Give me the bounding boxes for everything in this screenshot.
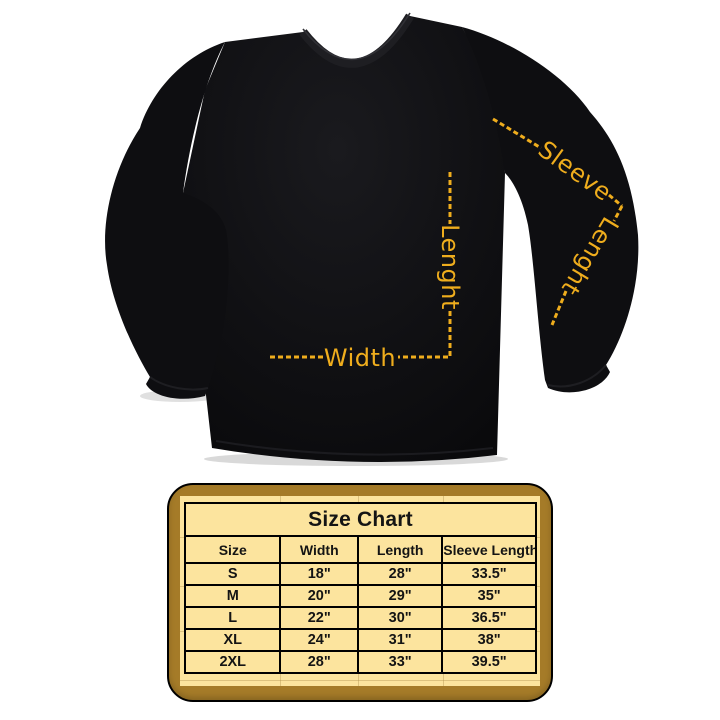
length-label: Lenght [436, 224, 464, 310]
column-header-length: Length [357, 535, 444, 564]
sleeve-length-annotation-line [550, 205, 624, 326]
sleeve-length-cell: 33.5" [441, 562, 537, 586]
length-cell: 28" [357, 562, 444, 586]
length-cell: 30" [357, 606, 444, 630]
size-chart-title-row: Size Chart [184, 502, 537, 537]
width-cell: 28" [279, 650, 360, 674]
hem-seam [215, 440, 494, 456]
shirt-graphic: Lenght Width Sleeve Lenght [105, 12, 639, 466]
shirt-collar [299, 13, 414, 68]
width-label: Width [324, 344, 396, 372]
width-cell: 24" [279, 628, 360, 652]
size-cell: M [183, 584, 282, 608]
table-row-2xl: 2XL 28" 33" 39.5" [183, 650, 537, 674]
shirt-right-sleeve [462, 27, 639, 393]
shirt-body [183, 16, 505, 463]
table-row-s: S 18" 28" 33.5" [183, 562, 537, 586]
column-header-width: Width [279, 535, 360, 564]
column-header-sleeve-length: Sleeve Length [441, 535, 537, 564]
left-cuff-seam [149, 376, 209, 391]
size-chart-panel: Size Chart Size Width Length Sleeve Leng… [180, 496, 540, 686]
width-cell: 20" [279, 584, 360, 608]
right-cuff-seam [547, 364, 607, 388]
sleeve-length-cell: 38" [441, 628, 537, 652]
column-header-size: Size [183, 535, 282, 564]
gridline [180, 680, 540, 681]
table-row-l: L 22" 30" 36.5" [183, 606, 537, 630]
shirt-left-sleeve [105, 42, 229, 399]
size-cell: XL [183, 628, 282, 652]
size-chart-title: Size Chart [184, 502, 537, 537]
size-cell: 2XL [183, 650, 282, 674]
size-cell: L [183, 606, 282, 630]
length-cell: 29" [357, 584, 444, 608]
width-cell: 22" [279, 606, 360, 630]
length-cell: 31" [357, 628, 444, 652]
sleeve-length-cell: 39.5" [441, 650, 537, 674]
size-chart-header-row: Size Width Length Sleeve Length [183, 535, 537, 564]
table-row-xl: XL 24" 31" 38" [183, 628, 537, 652]
sleeve-length-cell: 35" [441, 584, 537, 608]
size-chart-table: Size Chart Size Width Length Sleeve Leng… [183, 502, 537, 674]
sleeve-length-cell: 36.5" [441, 606, 537, 630]
sleeve-annotation-line [492, 117, 623, 208]
table-row-m: M 20" 29" 35" [183, 584, 537, 608]
size-cell: S [183, 562, 282, 586]
collar-edge-highlight [302, 12, 411, 61]
width-cell: 18" [279, 562, 360, 586]
length-cell: 33" [357, 650, 444, 674]
